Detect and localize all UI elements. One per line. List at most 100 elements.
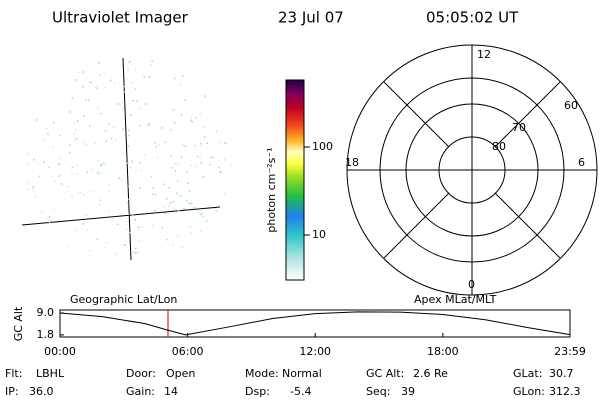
pixel xyxy=(128,129,130,132)
pixel xyxy=(115,253,117,255)
pixel xyxy=(213,208,216,211)
pixel xyxy=(97,160,100,162)
pixel xyxy=(63,199,65,201)
pixel xyxy=(143,76,145,78)
pixel xyxy=(48,221,51,223)
pixel xyxy=(76,192,79,195)
pixel xyxy=(100,163,102,166)
pixel xyxy=(169,202,172,204)
pixel xyxy=(108,210,110,212)
pixel xyxy=(201,212,203,215)
pixel xyxy=(223,158,226,161)
status-value: 312.3 xyxy=(549,385,581,398)
pixel xyxy=(230,164,233,166)
pixel xyxy=(131,160,133,163)
pixel xyxy=(168,186,170,189)
pixel xyxy=(161,127,163,129)
pixel xyxy=(120,179,123,181)
instrument: Ultraviolet Imager xyxy=(52,9,189,27)
pixel xyxy=(210,156,213,159)
status-label: Flt: xyxy=(5,367,22,380)
pixel xyxy=(129,204,131,207)
status-label: Door: xyxy=(126,367,156,380)
pixel xyxy=(83,194,85,197)
pixel xyxy=(87,99,90,102)
pixel xyxy=(144,153,147,156)
pixel xyxy=(76,164,79,166)
pixel xyxy=(85,214,88,216)
pixel xyxy=(75,138,78,140)
pixel xyxy=(82,71,84,73)
pixel xyxy=(59,157,62,160)
pixel xyxy=(86,171,89,174)
pixel xyxy=(71,195,73,197)
pixel xyxy=(218,142,221,144)
pixel xyxy=(60,183,63,185)
mlt-label: 0 xyxy=(468,278,475,291)
parallel xyxy=(21,206,221,226)
pixel xyxy=(34,195,36,198)
pixel xyxy=(134,88,137,91)
pixel xyxy=(165,197,168,200)
x-tick-label: 00:00 xyxy=(44,345,76,358)
pixel xyxy=(107,123,110,125)
pixel xyxy=(103,247,106,249)
pixel xyxy=(139,186,141,189)
status-label: GLon: xyxy=(513,385,545,398)
pixel xyxy=(189,226,191,228)
pixel xyxy=(98,62,100,64)
pixel xyxy=(131,81,133,84)
pixel xyxy=(202,216,204,218)
pixel xyxy=(196,209,198,211)
pixel xyxy=(155,146,158,148)
date: 23 Jul 07 xyxy=(278,9,344,27)
pixel xyxy=(108,190,111,193)
pixel xyxy=(176,180,179,183)
pixel xyxy=(111,137,113,140)
pixel xyxy=(117,103,120,105)
pixel xyxy=(209,163,212,166)
pixel xyxy=(98,203,101,206)
status-value: LBHL xyxy=(36,367,65,380)
pixel xyxy=(134,252,137,254)
y-tick-label: 1.8 xyxy=(37,328,55,341)
pixel xyxy=(190,202,193,205)
pixel xyxy=(122,101,125,103)
pixel xyxy=(106,242,109,244)
status-value: Normal xyxy=(282,367,322,380)
altitude-line xyxy=(59,311,571,336)
pixel xyxy=(172,244,174,246)
pixel xyxy=(97,173,100,175)
pixel xyxy=(161,226,163,229)
pixel xyxy=(129,166,132,169)
pixel xyxy=(215,210,218,212)
pixel xyxy=(173,77,176,80)
pixel xyxy=(90,81,92,84)
pixel xyxy=(167,212,170,214)
pixel xyxy=(122,107,125,110)
pixel xyxy=(127,145,129,147)
pixel xyxy=(139,161,141,164)
x-tick-label: 12:00 xyxy=(299,345,331,358)
pixel xyxy=(215,130,218,133)
lat-label: 80 xyxy=(492,140,506,153)
colorbar-label: photon cm⁻²s⁻¹ xyxy=(265,147,278,232)
pixel xyxy=(170,154,173,157)
pixel xyxy=(150,64,152,66)
pixel xyxy=(85,143,88,146)
pixel xyxy=(219,170,222,173)
pixel xyxy=(50,220,52,222)
pixel xyxy=(74,79,77,81)
pixel xyxy=(223,193,226,195)
pixel xyxy=(224,142,226,144)
pixel xyxy=(184,145,186,147)
pixel xyxy=(129,61,131,63)
pixel xyxy=(176,234,179,237)
status-value: 14 xyxy=(164,385,178,398)
x-tick-label: 18:00 xyxy=(427,345,459,358)
pixel xyxy=(140,169,142,171)
pixel xyxy=(27,153,29,156)
pixel xyxy=(173,208,176,210)
pixel xyxy=(184,99,187,102)
